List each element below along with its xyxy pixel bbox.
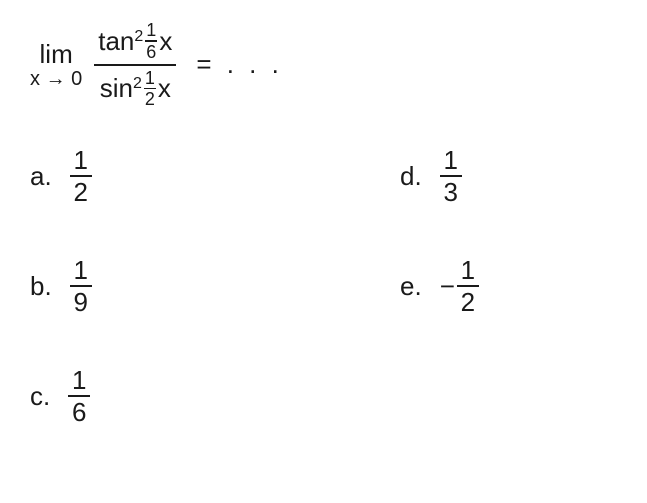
trig-top: tan [98, 28, 134, 54]
option-d-num: 1 [441, 145, 459, 175]
coef-top-num: 1 [146, 20, 156, 40]
option-c-label: c. [30, 381, 50, 412]
denominator: sin 2 1 2 x [96, 66, 175, 112]
option-b-label: b. [30, 271, 52, 302]
option-b-den: 9 [71, 287, 89, 317]
coef-bot-den: 2 [145, 89, 155, 109]
minus-icon: − [440, 271, 455, 302]
question-expression: lim x → 0 tan 2 1 6 x sin 2 1 2 [30, 18, 617, 111]
var-bot: x [158, 75, 171, 101]
option-a: a. 1 2 [30, 145, 92, 207]
lim-var: x [30, 68, 40, 90]
option-e: e. − 1 2 [400, 255, 479, 317]
power-top: 2 [134, 29, 143, 45]
option-a-value: 1 2 [70, 145, 92, 207]
option-c-den: 6 [70, 397, 88, 427]
option-a-den: 2 [71, 177, 89, 207]
option-e-den: 2 [459, 287, 477, 317]
main-fraction: tan 2 1 6 x sin 2 1 2 x [94, 18, 176, 111]
option-b-num: 1 [71, 255, 89, 285]
var-top: x [159, 28, 172, 54]
lim-val: 0 [71, 68, 82, 90]
coef-bot: 1 2 [144, 68, 156, 110]
lim-word: lim [40, 41, 73, 67]
option-c-value: 1 6 [68, 365, 90, 427]
option-e-value: − 1 2 [440, 255, 479, 317]
option-d-den: 3 [441, 177, 459, 207]
option-d-label: d. [400, 161, 422, 192]
option-a-num: 1 [71, 145, 89, 175]
coef-top: 1 6 [145, 20, 157, 62]
power-bot: 2 [133, 76, 142, 92]
option-e-num: 1 [459, 255, 477, 285]
option-b-value: 1 9 [70, 255, 92, 317]
trig-bot: sin [100, 75, 133, 101]
numerator: tan 2 1 6 x [94, 18, 176, 64]
arrow-icon: → [46, 68, 66, 90]
coef-top-den: 6 [146, 42, 156, 62]
option-e-label: e. [400, 271, 422, 302]
limit-operator: lim x → 0 [30, 41, 82, 89]
lim-subscript: x → 0 [30, 69, 82, 89]
option-d-value: 1 3 [440, 145, 462, 207]
option-a-label: a. [30, 161, 52, 192]
option-c-num: 1 [70, 365, 88, 395]
coef-bot-num: 1 [145, 68, 155, 88]
option-e-frac: 1 2 [457, 255, 479, 317]
option-c: c. 1 6 [30, 365, 90, 427]
option-d: d. 1 3 [400, 145, 462, 207]
equals-ellipsis: = . . . [196, 49, 283, 80]
option-b: b. 1 9 [30, 255, 92, 317]
